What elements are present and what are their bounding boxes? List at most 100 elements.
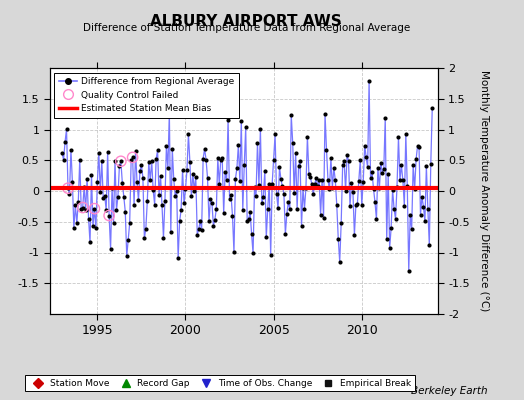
Point	[316, 212, 325, 218]
Point	[95, 150, 103, 156]
Point	[81, 206, 90, 213]
Point	[152, 156, 160, 162]
Point	[413, 143, 422, 149]
Point	[124, 237, 133, 243]
Point	[405, 268, 413, 274]
Point	[369, 186, 378, 192]
Point	[128, 154, 137, 160]
Point	[136, 168, 144, 174]
Point	[378, 170, 387, 176]
Point	[368, 169, 376, 175]
Text: ALBURY AIRPORT AWS: ALBURY AIRPORT AWS	[150, 14, 342, 29]
Point	[162, 143, 171, 150]
Point	[375, 185, 384, 192]
Point	[143, 198, 151, 204]
Point	[325, 186, 334, 193]
Point	[163, 165, 172, 171]
Point	[89, 223, 97, 230]
Point	[58, 150, 67, 156]
Point	[83, 176, 91, 182]
Point	[359, 179, 367, 185]
Point	[300, 205, 309, 212]
Point	[282, 210, 291, 217]
Point	[233, 165, 241, 172]
Point	[154, 147, 162, 153]
Point	[243, 218, 252, 224]
Point	[262, 234, 270, 241]
Point	[220, 210, 228, 216]
Point	[141, 225, 150, 232]
Point	[394, 134, 402, 140]
Point	[234, 142, 243, 148]
Point	[299, 185, 307, 192]
Point	[155, 192, 163, 199]
Point	[347, 180, 356, 187]
Point	[111, 158, 119, 164]
Point	[106, 246, 115, 252]
Point	[408, 226, 416, 232]
Point	[419, 203, 428, 210]
Point	[92, 225, 100, 232]
Point	[284, 199, 292, 206]
Point	[274, 205, 282, 211]
Point	[423, 206, 432, 212]
Point	[108, 184, 116, 191]
Point	[356, 157, 365, 163]
Point	[245, 216, 253, 222]
Point	[184, 131, 193, 138]
Point	[302, 184, 310, 191]
Point	[225, 196, 234, 202]
Point	[387, 225, 395, 232]
Point	[371, 199, 379, 205]
Point	[119, 194, 128, 200]
Point	[130, 202, 138, 208]
Point	[397, 162, 406, 169]
Point	[105, 212, 113, 219]
Point	[145, 159, 153, 165]
Point	[215, 181, 223, 187]
Point	[384, 171, 392, 178]
Point	[281, 231, 290, 237]
Point	[388, 187, 397, 193]
Y-axis label: Monthly Temperature Anomaly Difference (°C): Monthly Temperature Anomaly Difference (…	[479, 70, 489, 312]
Point	[330, 165, 338, 171]
Point	[313, 182, 322, 189]
Point	[84, 215, 93, 222]
Point	[327, 155, 335, 161]
Point	[400, 202, 409, 209]
Point	[165, 110, 173, 116]
Point	[118, 180, 126, 186]
Point	[331, 177, 340, 184]
Point	[271, 131, 279, 138]
Legend: Difference from Regional Average, Quality Control Failed, Estimated Station Mean: Difference from Regional Average, Qualit…	[54, 72, 239, 118]
Point	[290, 190, 298, 196]
Point	[291, 150, 300, 156]
Point	[238, 207, 247, 213]
Point	[96, 188, 104, 195]
Point	[353, 201, 362, 208]
Point	[68, 179, 77, 185]
Point	[391, 216, 400, 222]
Point	[149, 187, 157, 194]
Point	[409, 162, 417, 169]
Point	[64, 185, 72, 192]
Point	[272, 191, 281, 197]
Point	[172, 188, 181, 194]
Point	[278, 183, 287, 190]
Point	[289, 140, 297, 146]
Point	[161, 197, 169, 204]
Point	[308, 181, 316, 188]
Point	[71, 202, 80, 208]
Point	[303, 133, 312, 140]
Point	[67, 146, 75, 153]
Point	[114, 193, 122, 200]
Point	[218, 155, 226, 161]
Point	[401, 131, 410, 137]
Point	[418, 194, 426, 200]
Point	[277, 176, 285, 183]
Point	[334, 235, 343, 242]
Point	[237, 118, 246, 124]
Point	[297, 223, 305, 229]
Point	[208, 200, 216, 206]
Point	[312, 175, 320, 182]
